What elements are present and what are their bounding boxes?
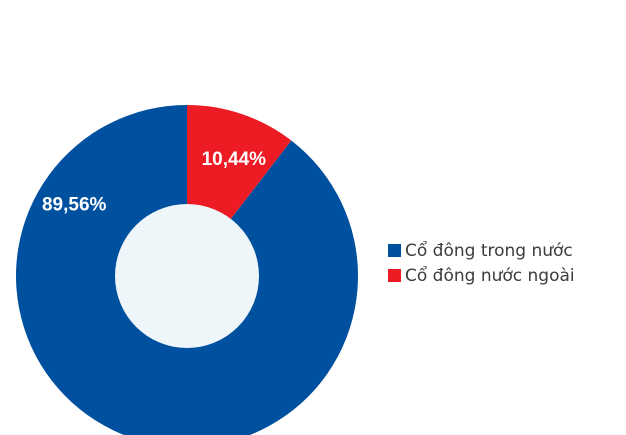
- data-label-foreign: 10,44%: [202, 149, 267, 170]
- donut-center: [115, 204, 259, 348]
- legend-item-foreign: Cổ đông nước ngoài: [388, 263, 626, 288]
- data-label-domestic: 89,56%: [42, 195, 107, 216]
- chart-legend: Cổ đông trong nước Cổ đông nước ngoài: [388, 238, 626, 288]
- legend-swatch-domestic: [388, 244, 401, 257]
- legend-label-domestic: Cổ đông trong nước: [405, 240, 573, 261]
- legend-label-foreign: Cổ đông nước ngoài: [405, 265, 575, 286]
- legend-swatch-foreign: [388, 269, 401, 282]
- legend-item-domestic: Cổ đông trong nước: [388, 238, 626, 263]
